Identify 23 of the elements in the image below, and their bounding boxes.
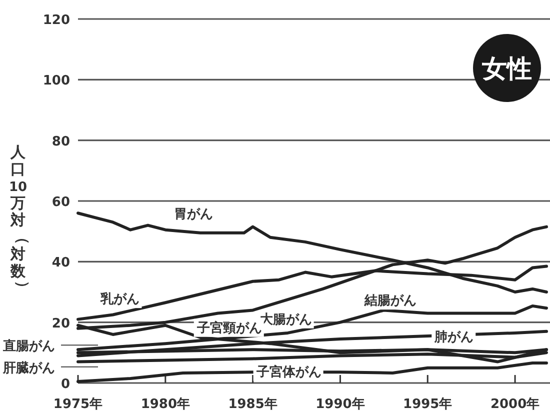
y-tick-label: 60 (52, 195, 70, 210)
y-tick-label: 0 (60, 377, 70, 392)
y-tick-label: 80 (52, 134, 70, 150)
title-badge: 女性 (473, 34, 541, 102)
series-label: 肝臓がん (2, 360, 55, 376)
x-tick-label: 1990年 (316, 397, 365, 412)
x-tick-label: 1980年 (140, 397, 190, 412)
x-tick-label: 1995年 (403, 397, 452, 412)
x-tick-label: 1985年 (228, 397, 278, 412)
series-label: 胃がん (174, 207, 214, 222)
series-label: 直腸がん (2, 339, 55, 354)
y-tick-label: 100 (42, 74, 70, 89)
series-label: 子宮体がん (255, 364, 322, 380)
x-tick-label: 2000年 (490, 397, 540, 412)
series-label: 結腸がん (364, 294, 417, 309)
y-tick-label: 20 (52, 316, 70, 332)
y-axis-title: 人口10万対（対数） (8, 143, 32, 296)
y-tick-label: 120 (42, 13, 70, 28)
y-tick-label: 40 (52, 256, 70, 271)
x-tick-label: 1975年 (53, 397, 103, 412)
series-label: 乳がん (100, 291, 140, 308)
series-label: 肺がん (434, 330, 474, 345)
series-label: 子宮頸がん (196, 320, 262, 336)
